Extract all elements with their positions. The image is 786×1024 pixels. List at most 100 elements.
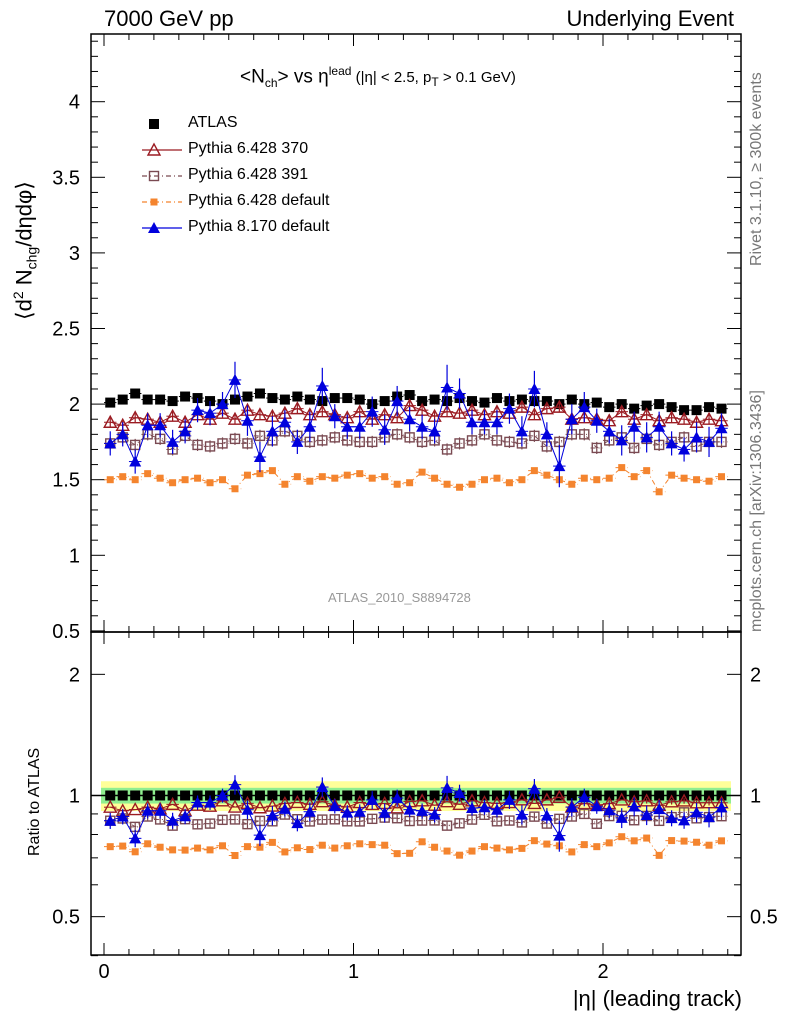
y-tick-label-ratio-left: 1: [69, 786, 80, 808]
data-point: [503, 402, 516, 414]
data-point: [241, 803, 254, 815]
data-point: [664, 410, 679, 424]
data-point: [204, 818, 216, 829]
legend-marker: [148, 170, 160, 182]
data-point: [141, 419, 154, 431]
data-point: [515, 808, 528, 820]
data-point: [241, 414, 254, 426]
data-point: [614, 792, 629, 806]
data-point: [468, 480, 476, 488]
data-point: [591, 818, 602, 829]
data-point: [254, 430, 266, 442]
data-point: [303, 420, 316, 432]
data-point: [466, 435, 478, 446]
data-point: [116, 428, 129, 440]
data-point: [591, 790, 602, 801]
data-point: [676, 411, 692, 425]
data-point: [553, 829, 566, 841]
data-point: [104, 814, 117, 826]
side-label-rivet: Rivet 3.1.10, ≥ 300k events: [748, 72, 765, 266]
data-point: [404, 390, 415, 401]
data-point: [329, 432, 340, 443]
data-point: [154, 419, 167, 431]
legend-label: Pythia 6.428 default: [188, 192, 330, 209]
data-point: [478, 801, 491, 813]
data-point: [229, 790, 240, 801]
data-point: [204, 796, 217, 808]
data-point: [406, 849, 414, 857]
data-point: [665, 437, 678, 449]
data-point: [144, 840, 152, 848]
data-point: [668, 471, 676, 479]
data-point: [130, 790, 141, 801]
data-point: [604, 790, 615, 801]
data-point: [715, 422, 728, 434]
data-point: [490, 803, 503, 815]
data-point: [577, 410, 592, 424]
data-point: [441, 444, 453, 455]
y-tick-label-main: 1: [69, 545, 80, 567]
data-point: [368, 474, 376, 482]
legend-marker: [146, 142, 162, 156]
data-point: [167, 790, 178, 801]
data-point: [603, 804, 616, 816]
data-point: [404, 432, 415, 443]
data-point: [117, 394, 128, 405]
legend-label: Pythia 8.170 default: [188, 218, 330, 235]
data-point: [106, 476, 114, 484]
data-point: [466, 416, 479, 428]
side-label-mcplots: mcplots.cern.ch [arXiv:1306.3436]: [748, 390, 765, 632]
data-point: [341, 420, 354, 432]
data-point: [639, 407, 654, 421]
header-right: Underlying Event: [566, 6, 734, 31]
data-point: [503, 793, 516, 805]
data-point: [129, 832, 142, 844]
data-point: [217, 814, 228, 826]
data-point: [381, 473, 389, 481]
analysis-watermark: ATLAS_2010_S8894728: [328, 590, 471, 605]
data-point: [391, 395, 404, 407]
data-point: [527, 407, 542, 421]
data-point: [578, 401, 591, 413]
data-point: [664, 794, 679, 808]
data-point: [516, 790, 527, 801]
data-point: [206, 479, 214, 487]
data-point: [166, 814, 179, 826]
data-point: [454, 438, 465, 449]
data-point: [552, 399, 567, 413]
axes: [90, 33, 742, 957]
data-point: [439, 404, 455, 418]
data-point: [504, 815, 515, 826]
data-point: [452, 405, 467, 419]
data-point: [615, 434, 628, 446]
data-point: [630, 473, 638, 481]
data-point: [705, 841, 713, 849]
data-point: [565, 413, 578, 425]
data-point: [131, 476, 139, 484]
data-point: [441, 381, 454, 393]
y-tick-label-main: 3.5: [52, 167, 80, 189]
data-point: [179, 425, 192, 437]
data-point: [590, 414, 603, 426]
data-point: [628, 442, 640, 454]
data-point: [303, 805, 316, 817]
data-point: [215, 405, 230, 419]
data-point: [290, 401, 305, 415]
y-tick-label-main: 2.5: [52, 319, 80, 341]
data-point: [278, 416, 291, 428]
data-point: [417, 396, 428, 407]
data-point: [428, 425, 441, 437]
data-point: [155, 790, 166, 801]
legend-entry: Pythia 6.428 370: [142, 138, 442, 162]
y-tick-label-main: 2: [69, 394, 80, 416]
data-point: [256, 843, 264, 851]
data-point: [641, 400, 652, 411]
data-point: [653, 420, 666, 432]
data-point: [278, 802, 291, 814]
data-point: [640, 808, 653, 820]
data-point: [104, 437, 117, 449]
data-point: [456, 851, 464, 859]
data-point: [630, 837, 638, 845]
data-point: [540, 809, 553, 821]
data-point: [229, 433, 241, 445]
